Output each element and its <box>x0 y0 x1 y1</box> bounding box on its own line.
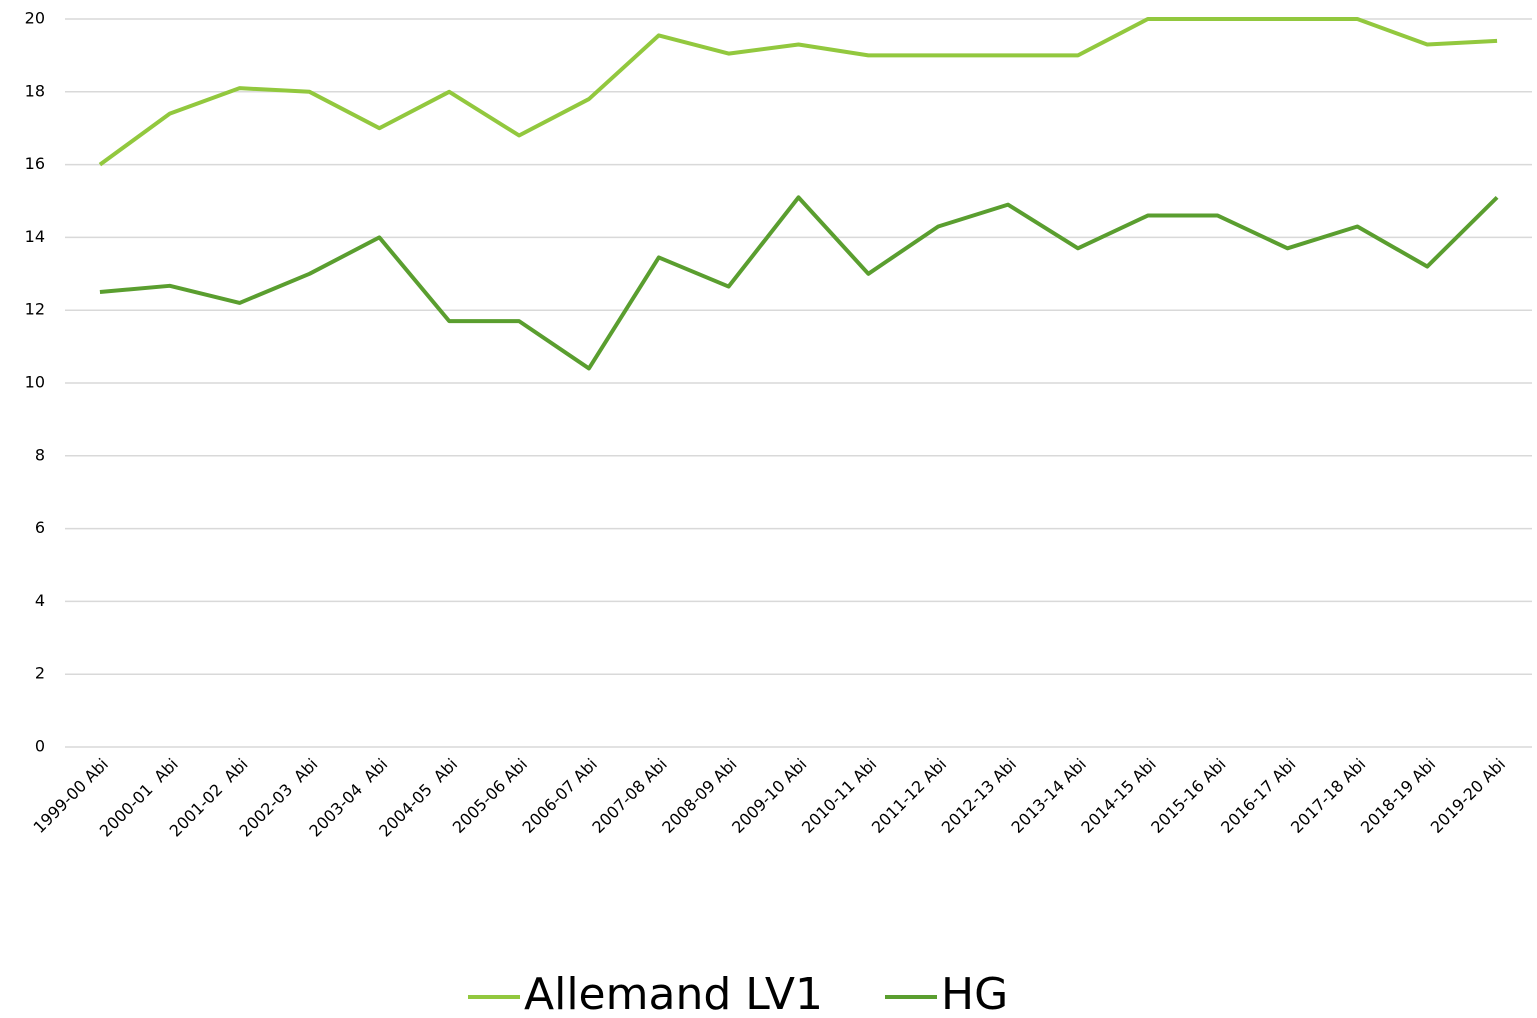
y-tick-label: 16 <box>25 154 45 173</box>
line-series <box>98 17 1498 167</box>
y-tick-label: 10 <box>25 373 45 392</box>
y-tick-label: 2 <box>35 664 45 683</box>
x-tick-label: 2019-20 Abi <box>1427 755 1509 837</box>
y-tick-label: 6 <box>35 518 45 537</box>
y-tick-label: 18 <box>25 81 45 100</box>
line-series <box>99 195 1499 371</box>
y-tick-label: 12 <box>25 300 45 319</box>
y-tick-label: 8 <box>35 445 45 464</box>
legend-label: HG <box>941 969 1008 1018</box>
y-tick-label: 0 <box>35 737 45 756</box>
y-tick-label: 4 <box>35 591 45 610</box>
y-tick-label: 14 <box>25 227 45 246</box>
y-tick-label: 20 <box>25 9 45 28</box>
legend-label: Allemand LV1 <box>524 969 823 1018</box>
